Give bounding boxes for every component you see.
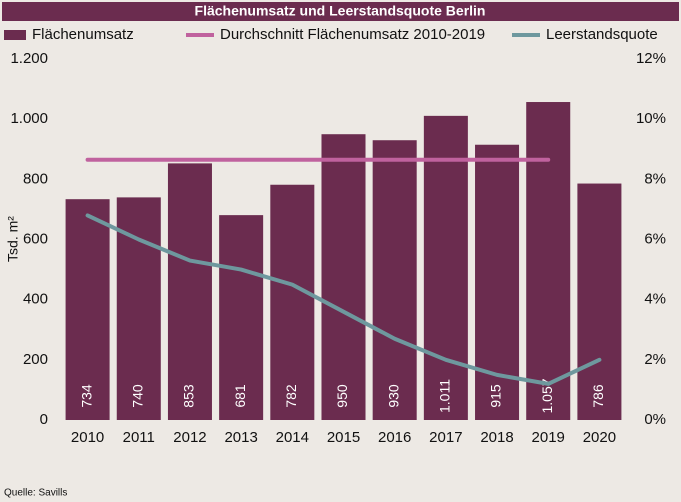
- y2-tick-label: 2%: [644, 351, 666, 368]
- y2-tick-label: 10%: [636, 110, 666, 127]
- value-label: 930: [385, 384, 401, 408]
- y2-tick-label: 12%: [636, 50, 666, 67]
- bar: [219, 215, 264, 420]
- value-label: 734: [78, 384, 94, 408]
- x-tick-label: 2010: [71, 429, 104, 446]
- bar: [423, 115, 468, 421]
- y-tick-label: 1.200: [10, 50, 48, 67]
- bar: [526, 102, 571, 420]
- value-label: 1.057: [539, 378, 555, 413]
- value-label: 950: [334, 384, 350, 408]
- value-label: 740: [129, 384, 145, 408]
- x-tick-label: 2018: [480, 429, 513, 446]
- value-label: 853: [181, 384, 197, 408]
- x-tick-label: 2013: [224, 429, 257, 446]
- y-tick-label: 600: [23, 230, 48, 247]
- line: [85, 213, 602, 386]
- x-tick-label: 2014: [276, 429, 309, 446]
- y-axis-label: Tsd. m²: [5, 216, 21, 262]
- value-label: 681: [232, 384, 248, 408]
- value-label: 786: [590, 384, 606, 408]
- legend-label: Flächenumsatz: [32, 26, 134, 43]
- source: Quelle: Savills: [4, 488, 67, 499]
- bar: [65, 199, 110, 420]
- x-tick-label: 2017: [429, 429, 462, 446]
- y-tick-label: 0: [40, 411, 48, 428]
- value-label: 782: [283, 384, 299, 408]
- x-tick-label: 2015: [327, 429, 360, 446]
- y2-tick-label: 4%: [644, 291, 666, 308]
- chart-title: Flächenumsatz und Leerstandsquote Berlin: [195, 3, 486, 19]
- y-tick-label: 1.000: [10, 110, 48, 127]
- x-tick-label: 2011: [123, 429, 155, 446]
- bar: [167, 163, 212, 420]
- value-label: 915: [488, 384, 504, 408]
- y2-tick-label: 8%: [644, 170, 666, 187]
- bar: [372, 140, 417, 420]
- x-tick-label: 2016: [378, 429, 411, 446]
- x-tick-label: 2020: [583, 429, 616, 446]
- y2-tick-label: 0%: [644, 411, 666, 428]
- y-tick-label: 800: [23, 170, 48, 187]
- legend-label: Durchschnitt Flächenumsatz 2010-2019: [220, 26, 485, 43]
- y-tick-label: 200: [23, 351, 48, 368]
- x-tick-label: 2012: [173, 429, 206, 446]
- bar: [321, 134, 366, 421]
- title-band: [2, 2, 679, 21]
- y-tick-label: 400: [23, 291, 48, 308]
- bar: [270, 184, 315, 420]
- value-label: 1.011: [437, 379, 453, 413]
- y2-tick-label: 6%: [644, 230, 666, 247]
- legend-swatch: [4, 30, 26, 40]
- x-tick-label: 2019: [532, 429, 565, 446]
- bar: [577, 183, 622, 420]
- legend-label: Leerstandsquote: [546, 26, 658, 43]
